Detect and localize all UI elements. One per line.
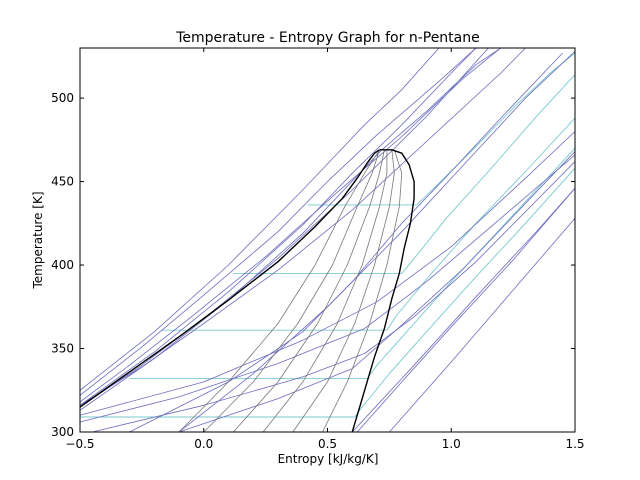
isobar-line-2 <box>80 131 575 416</box>
isobar-line-14 <box>178 51 575 432</box>
x-tick-label-3: 1.0 <box>442 437 461 451</box>
isobar-line-0 <box>80 48 477 406</box>
y-axis-ticks: 300 350 400 450 500 <box>51 91 575 439</box>
isobar-line-10 <box>178 151 575 432</box>
y-tick-label-0: 300 <box>51 425 74 439</box>
isobar-line-1 <box>80 48 502 411</box>
x-tick-label-2: 0.5 <box>318 437 337 451</box>
isobar-light-line-2 <box>161 117 575 331</box>
x-axis-ticks: −0.5 0.0 0.5 1.0 1.5 <box>65 48 585 451</box>
isobar-line-6 <box>80 48 440 391</box>
x-tick-label-4: 1.5 <box>565 437 584 451</box>
isobar-light-line-1 <box>129 147 575 380</box>
isobar-line-15 <box>129 52 563 432</box>
quality-line-3 <box>262 149 388 432</box>
plot-area <box>80 48 575 432</box>
isobar-line-4 <box>92 161 575 432</box>
chart-title: Temperature - Entropy Graph for n-Pentan… <box>175 30 479 46</box>
quality-line-0 <box>178 149 380 432</box>
isobar-line-5 <box>80 48 477 396</box>
x-tick-label-0: −0.5 <box>65 437 94 451</box>
isobar-line-11 <box>356 187 575 432</box>
y-tick-label-4: 500 <box>51 91 74 105</box>
plot-frame <box>79 47 576 433</box>
quality-line-5 <box>322 149 403 432</box>
isobar-line-13 <box>389 218 575 432</box>
isobar-light-line-4 <box>307 52 575 206</box>
isobar-line-7 <box>80 48 489 408</box>
isobar-light-line-3 <box>233 74 575 274</box>
isobar-line-3 <box>80 154 575 423</box>
x-tick-label-1: 0.0 <box>194 437 213 451</box>
quality-line-2 <box>233 149 385 432</box>
isobar-line-9 <box>80 48 502 403</box>
isobar-light-line-0 <box>80 167 575 418</box>
quality-line-1 <box>203 149 380 432</box>
quality-line-4 <box>292 149 395 432</box>
isobar-line-8 <box>80 48 526 406</box>
isobar-line-12 <box>352 187 575 432</box>
y-tick-label-1: 350 <box>51 342 74 356</box>
saturated-liquid-line <box>80 149 380 408</box>
saturated-vapor-line <box>351 149 415 432</box>
y-tick-label-3: 450 <box>51 175 74 189</box>
y-tick-label-2: 400 <box>51 258 74 272</box>
x-axis-label: Entropy [kJ/kg/K] <box>278 452 379 466</box>
y-axis-label: Temperature [K] <box>31 191 45 289</box>
